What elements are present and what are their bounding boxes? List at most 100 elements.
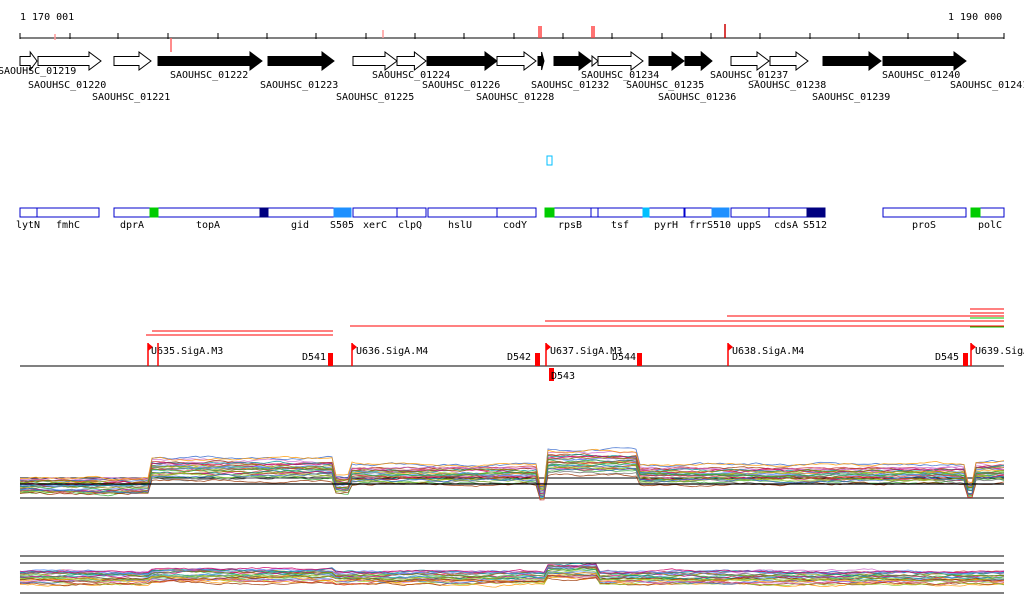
annotation-box xyxy=(36,207,100,218)
feature-label: D545 xyxy=(935,352,959,363)
gene-track[interactable]: SAOUHSC_01219SAOUHSC_01220SAOUHSC_01221S… xyxy=(0,50,1024,166)
gene-label: SAOUHSC_01232 xyxy=(531,80,609,91)
terminator-mark xyxy=(549,368,554,381)
annotation-label: clpQ xyxy=(398,220,422,231)
annotation-marker xyxy=(590,207,599,218)
annotation-marker xyxy=(259,207,269,218)
terminator-mark xyxy=(637,353,642,366)
ruler-start-label: 1 170 001 xyxy=(20,12,75,23)
terminator-mark xyxy=(535,353,540,366)
annotation-label: dprA xyxy=(120,220,144,231)
expression-line xyxy=(19,467,1005,497)
annotation-track[interactable]: lytN fmhC dprA topA gid S505 xerC clpQ hslU codY r… xyxy=(16,207,1005,231)
annotation-label: tsf xyxy=(611,220,629,231)
annotation-box xyxy=(768,207,808,218)
annotation-label: topA xyxy=(196,220,220,231)
annotation-box xyxy=(979,207,1005,218)
gene-arrow xyxy=(730,51,770,71)
gene-label: SAOUHSC_01226 xyxy=(422,80,500,91)
gene-arrow xyxy=(648,51,685,71)
region-marker xyxy=(546,155,553,166)
expression-line xyxy=(19,575,1005,585)
gene-label: SAOUHSC_01220 xyxy=(28,80,106,91)
annotation-box xyxy=(352,207,398,218)
expression-line xyxy=(19,563,1005,575)
annotation-marker xyxy=(970,207,981,218)
annotation-box xyxy=(19,207,38,218)
gene-arrow xyxy=(396,50,427,72)
expression-line xyxy=(20,448,1005,486)
annotation-label: frr xyxy=(689,220,707,231)
annotation-label: S512 xyxy=(803,220,827,231)
gene-label: SAOUHSC_01222 xyxy=(170,70,248,81)
ruler-end-label: 1 190 000 xyxy=(948,12,1003,23)
gene-label: SAOUHSC_01225 xyxy=(336,92,414,103)
feature-label: U638.SigA.M4 xyxy=(732,346,804,357)
gene-label: SAOUHSC_01219 xyxy=(0,66,76,77)
annotation-label: fmhC xyxy=(56,220,80,231)
expression-track-upper xyxy=(19,447,1005,501)
annotation-box xyxy=(113,207,151,218)
feature-track[interactable]: U635.SigA.M3 D541 U636.SigA.M4 D542 U637.Sig… xyxy=(20,308,1024,382)
gene-arrow xyxy=(157,51,263,71)
gene-label: SAOUHSC_01223 xyxy=(260,80,338,91)
gene-arrow xyxy=(591,54,599,68)
annotation-box xyxy=(806,207,826,218)
expression-line xyxy=(20,576,1005,588)
expression-line xyxy=(19,567,1005,581)
annotation-box xyxy=(882,207,967,218)
terminator-mark xyxy=(328,353,333,366)
gene-label: SAOUHSC_01221 xyxy=(92,92,170,103)
gene-label: SAOUHSC_01241 xyxy=(950,80,1024,91)
annotation-label: S505 xyxy=(330,220,354,231)
expression-line xyxy=(19,563,1005,577)
expression-line xyxy=(20,467,1005,496)
expression-line xyxy=(19,574,1005,583)
gene-label: SAOUHSC_01234 xyxy=(581,70,659,81)
gene-arrow xyxy=(267,51,335,71)
gene-arrow xyxy=(597,51,644,71)
gene-arrow xyxy=(769,51,809,71)
annotation-box xyxy=(157,207,261,218)
feature-label: U637.SigA.M3 xyxy=(550,346,622,357)
gene-label: SAOUHSC_01224 xyxy=(372,70,450,81)
annotation-box xyxy=(553,207,592,218)
gene-arrow xyxy=(19,50,38,72)
feature-label: U636.SigA.M4 xyxy=(356,346,428,357)
gene-arrow xyxy=(496,51,537,71)
annotation-box xyxy=(684,207,713,218)
feature-label: D541 xyxy=(302,352,326,363)
annotation-marker xyxy=(642,207,650,218)
gene-arrow xyxy=(37,51,102,71)
annotation-box xyxy=(267,207,335,218)
feature-label: U635.SigA.M3 xyxy=(151,346,223,357)
gene-label: SAOUHSC_01239 xyxy=(812,92,890,103)
annotation-box xyxy=(396,207,427,218)
annotation-box xyxy=(333,207,352,218)
annotation-label: cdsA xyxy=(774,220,798,231)
gene-arrow xyxy=(822,51,882,71)
gene-label: SAOUHSC_01235 xyxy=(626,80,704,91)
annotation-box xyxy=(597,207,644,218)
annotation-box xyxy=(730,207,770,218)
promoter-mark xyxy=(148,343,153,351)
annotation-label: gid xyxy=(291,220,309,231)
annotation-label: proS xyxy=(912,220,936,231)
feature-label: D542 xyxy=(507,352,531,363)
annotation-label: codY xyxy=(503,220,527,231)
gene-label: SAOUHSC_01236 xyxy=(658,92,736,103)
annotation-label: pyrH xyxy=(654,220,678,231)
promoter-mark xyxy=(971,343,976,351)
ruler-track xyxy=(19,24,1005,52)
gene-arrow xyxy=(426,51,498,71)
annotation-label: uppS xyxy=(737,220,761,231)
annotation-box xyxy=(496,207,537,218)
gene-label: SAOUHSC_01228 xyxy=(476,92,554,103)
expression-line xyxy=(19,456,1005,490)
gene-label: SAOUHSC_01238 xyxy=(748,80,826,91)
annotation-label: hslU xyxy=(448,220,472,231)
terminator-mark xyxy=(963,353,968,366)
gene-arrow xyxy=(882,51,967,71)
